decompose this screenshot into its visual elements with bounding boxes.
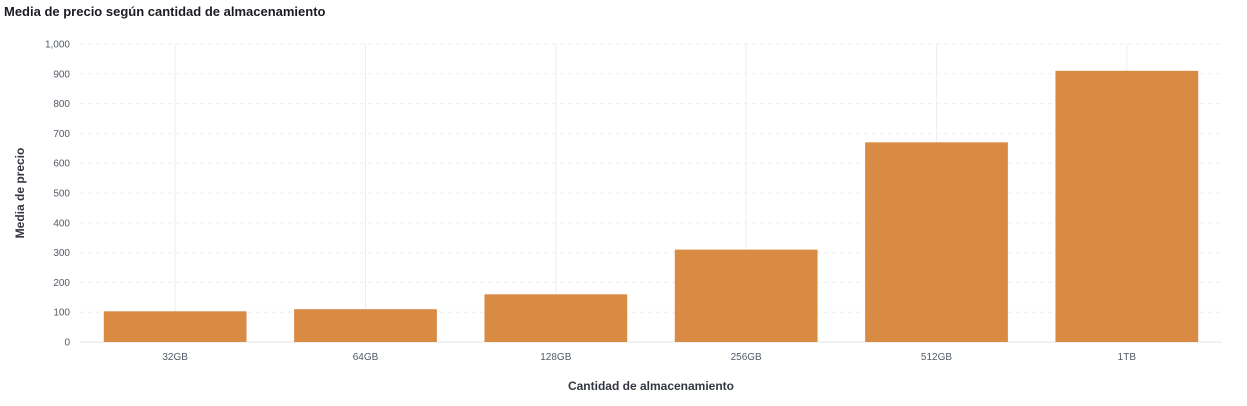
x-tick-label: 64GB <box>353 352 379 363</box>
y-tick-label: 100 <box>53 308 70 319</box>
bar-256gb <box>674 249 818 342</box>
y-axis-ticks: 0 100 200 300 400 500 600 700 800 900 1,000 <box>45 40 70 349</box>
chart-title: Media de precio según cantidad de almace… <box>4 4 326 19</box>
bar-64gb <box>294 309 437 342</box>
x-tick-label: 32GB <box>162 352 188 363</box>
x-tick-label: 1TB <box>1118 352 1137 363</box>
y-tick-label: 900 <box>53 69 70 80</box>
bar-32gb <box>103 311 247 342</box>
bar-1tb <box>1055 70 1199 342</box>
y-axis-title: Media de precio <box>13 148 27 239</box>
y-tick-label: 800 <box>53 99 70 110</box>
y-tick-label: 700 <box>53 129 70 140</box>
x-tick-label: 256GB <box>731 352 762 363</box>
bar-128gb <box>484 294 628 342</box>
y-tick-label: 400 <box>53 218 70 229</box>
x-tick-label: 512GB <box>921 352 952 363</box>
x-axis-ticks: 32GB 64GB 128GB 256GB 512GB 1TB <box>162 352 1136 363</box>
grid-lines <box>80 43 1222 343</box>
x-axis-title: Cantidad de almacenamiento <box>568 379 734 393</box>
bar-512gb <box>865 142 1008 342</box>
y-tick-label: 300 <box>53 248 70 259</box>
y-tick-label: 200 <box>53 278 70 289</box>
y-tick-label: 500 <box>53 189 70 200</box>
y-tick-label: 1,000 <box>45 40 70 51</box>
x-tick-label: 128GB <box>540 352 571 363</box>
bars <box>103 70 1199 342</box>
y-tick-label: 600 <box>53 159 70 170</box>
y-tick-label: 0 <box>64 338 70 349</box>
